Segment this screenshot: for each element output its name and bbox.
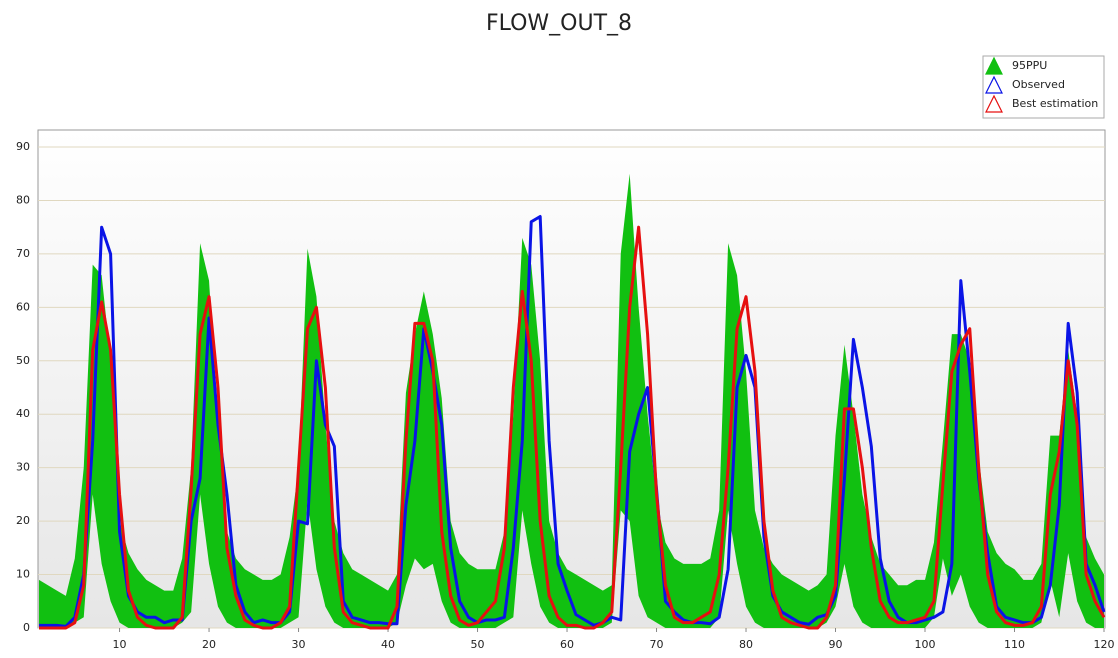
- y-tick-label: 70: [16, 247, 30, 260]
- chart-title: FLOW_OUT_8: [486, 11, 632, 36]
- legend-icon: [985, 94, 1003, 113]
- y-tick-label: 0: [23, 621, 30, 634]
- x-tick-label: 80: [739, 638, 753, 651]
- x-tick-label: 60: [560, 638, 574, 651]
- y-tick-label: 50: [16, 354, 30, 367]
- legend-icon: [985, 56, 1003, 75]
- y-tick-label: 80: [16, 193, 30, 206]
- legend-label: Observed: [1012, 78, 1065, 91]
- x-tick-label: 70: [650, 638, 664, 651]
- series-line: [39, 225, 1106, 630]
- y-tick-label: 20: [16, 514, 30, 527]
- y-tick-label: 90: [16, 140, 30, 153]
- x-tick-label: 90: [829, 638, 843, 651]
- legend-icon: [985, 75, 1003, 94]
- x-tick-label: 120: [1094, 638, 1115, 651]
- x-tick-label: 50: [471, 638, 485, 651]
- x-tick-label: 40: [381, 638, 395, 651]
- y-tick-label: 10: [16, 568, 30, 581]
- x-tick-label: 30: [292, 638, 306, 651]
- series-line: [39, 215, 1106, 628]
- y-tick-label: 60: [16, 300, 30, 313]
- y-tick-label: 40: [16, 407, 30, 420]
- legend-label: Best estimation: [1012, 97, 1098, 110]
- x-tick-label: 100: [915, 638, 936, 651]
- legend-label: 95PPU: [1012, 59, 1047, 72]
- y-tick-label: 30: [16, 461, 30, 474]
- legend: [982, 55, 1105, 119]
- x-tick-label: 10: [113, 638, 127, 651]
- x-tick-label: 110: [1004, 638, 1025, 651]
- x-tick-label: 20: [202, 638, 216, 651]
